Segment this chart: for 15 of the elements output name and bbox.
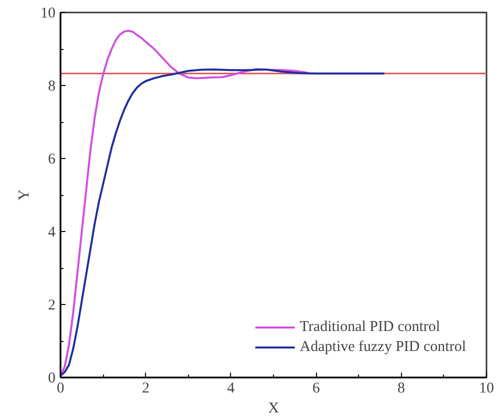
legend-label: Traditional PID control <box>300 318 440 336</box>
x-tick-label: 8 <box>398 380 406 396</box>
y-tick-label: 0 <box>48 370 56 386</box>
y-axis-title: Y <box>16 189 32 200</box>
x-tick-label: 10 <box>479 380 494 396</box>
x-axis-title: X <box>268 400 280 416</box>
x-tick-label: 6 <box>312 380 320 396</box>
y-tick-label: 2 <box>48 298 56 314</box>
legend-label: Adaptive fuzzy PID control <box>300 338 466 356</box>
y-tick-label: 4 <box>48 224 56 240</box>
x-tick-label: 4 <box>227 380 236 396</box>
x-tick-label: 2 <box>142 380 150 396</box>
y-tick-label: 8 <box>48 78 56 94</box>
y-tick-label: 10 <box>40 6 56 22</box>
y-tick-label: 6 <box>48 152 56 168</box>
